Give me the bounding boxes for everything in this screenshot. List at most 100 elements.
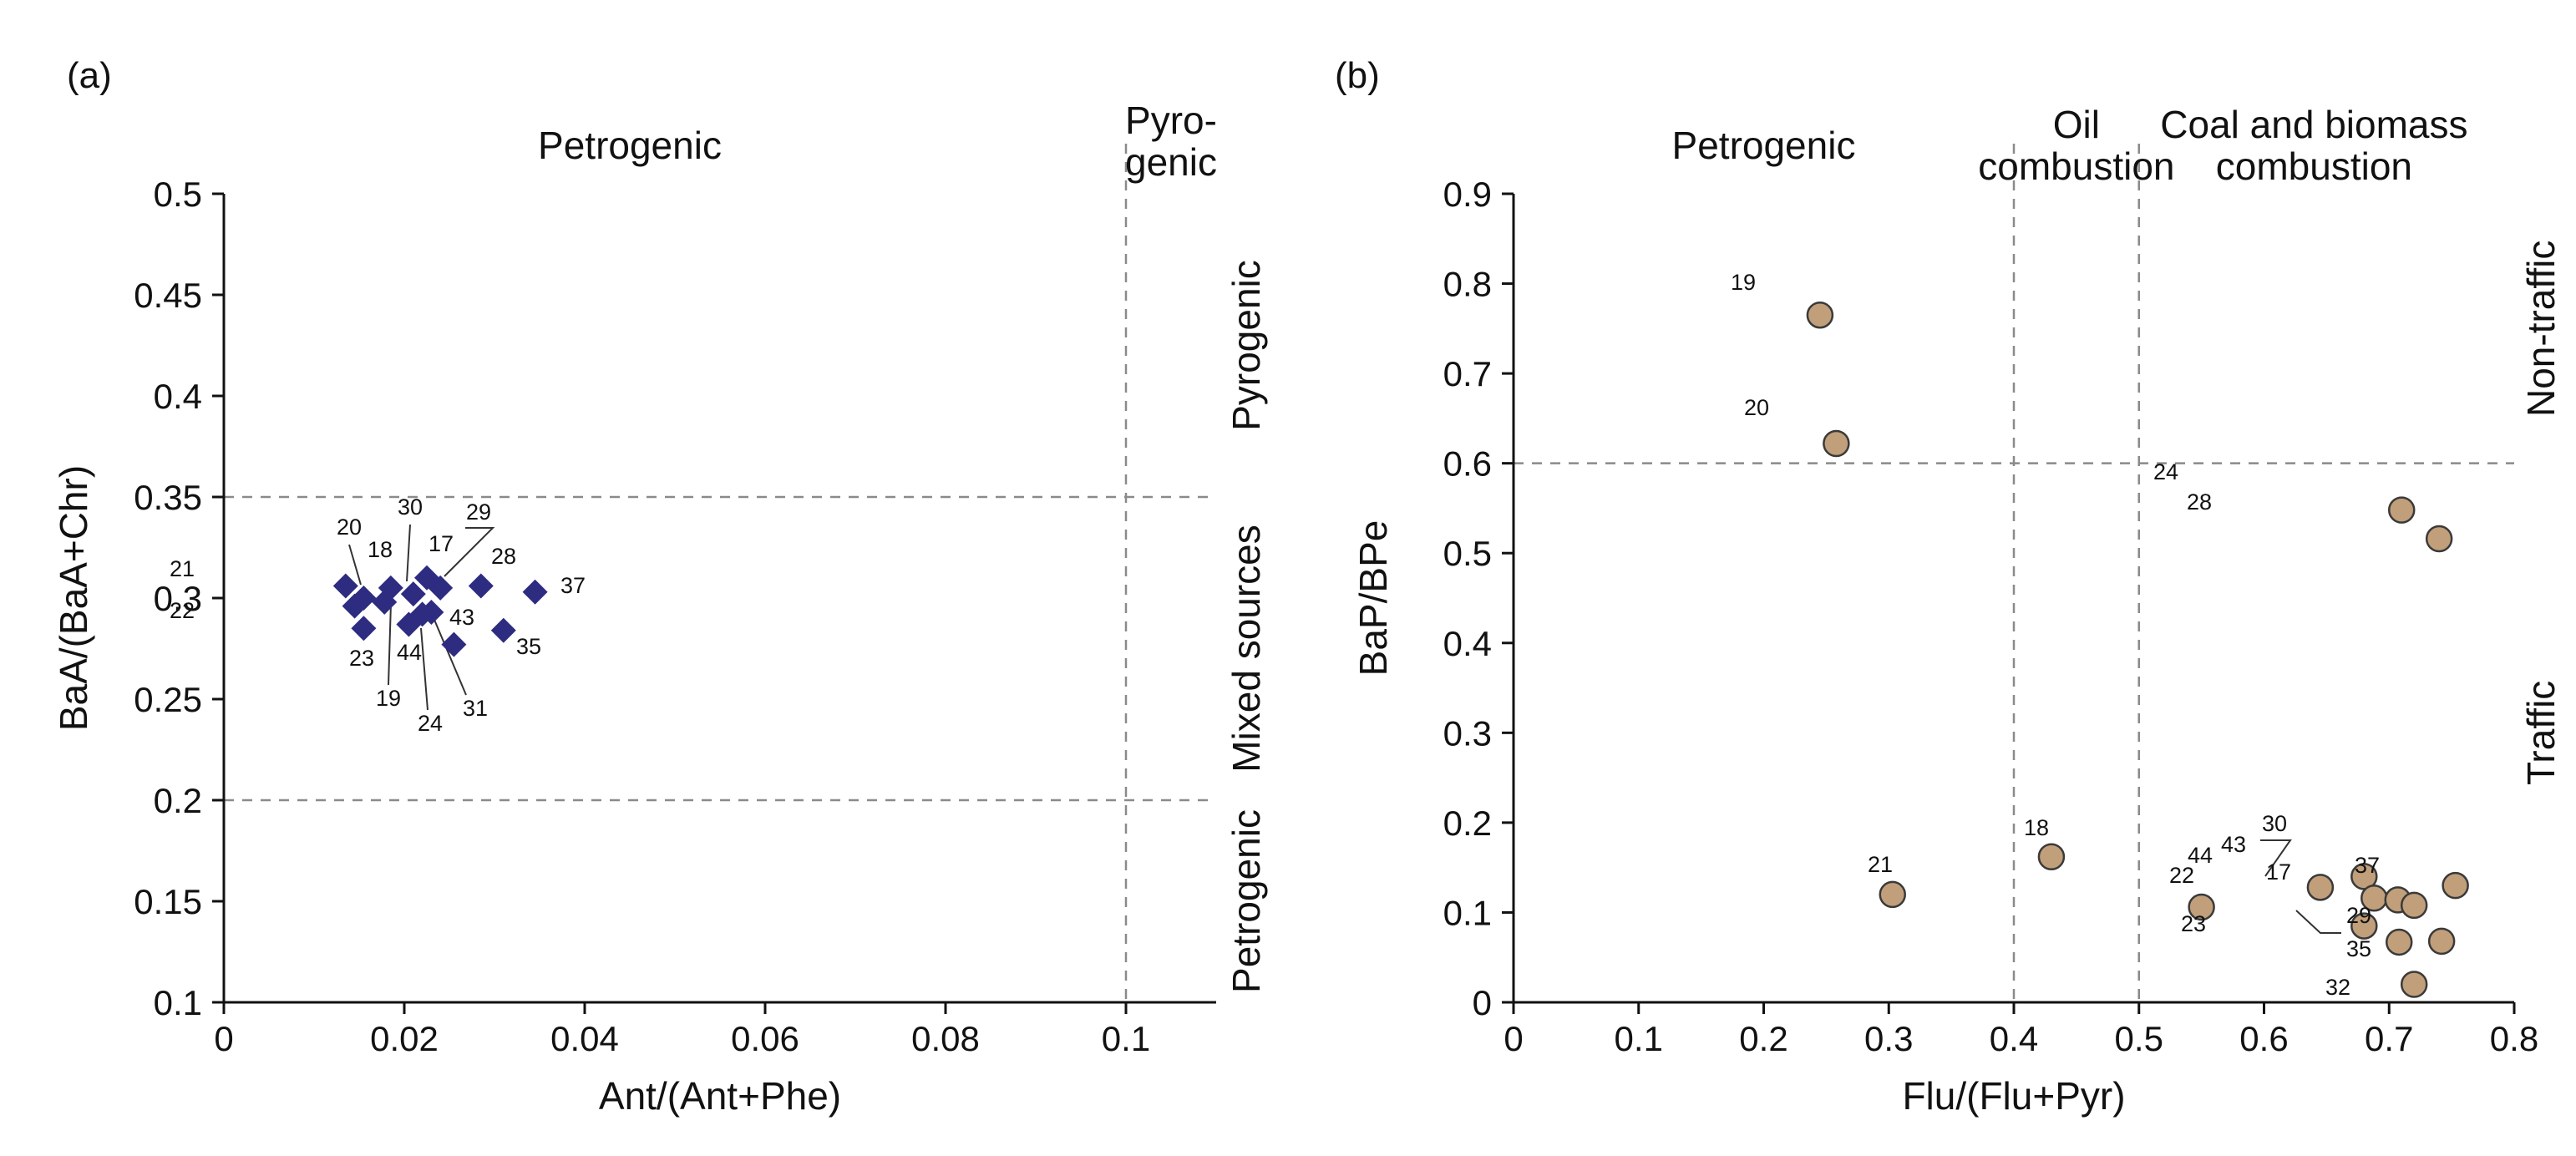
x-tick-label: 0 <box>1504 1019 1523 1058</box>
y-tick-label: 0.3 <box>1443 713 1492 753</box>
data-point-label: 28 <box>2187 489 2212 515</box>
point-leader-line <box>348 544 362 586</box>
data-point-label: 20 <box>337 515 362 540</box>
region-label-top: genic <box>1125 140 1217 184</box>
y-tick-label: 0.8 <box>1443 265 1492 304</box>
point-leader-line <box>434 619 467 696</box>
y-tick-label: 0.2 <box>154 781 202 820</box>
data-point <box>2188 893 2215 921</box>
x-axis-label: Ant/(Ant+Phe) <box>599 1074 841 1118</box>
data-point-label: 18 <box>2024 815 2049 840</box>
x-tick-label: 0.2 <box>1739 1019 1787 1058</box>
data-point <box>2400 891 2428 920</box>
region-label-top: Pyro- <box>1125 99 1217 142</box>
data-point-label: 23 <box>349 646 374 671</box>
data-point <box>2400 971 2428 998</box>
data-point <box>378 575 403 601</box>
data-point-label: 21 <box>170 556 195 581</box>
data-point-label: 17 <box>2266 859 2291 885</box>
data-point-label: 21 <box>1868 852 1893 877</box>
x-tick-label: 0.8 <box>2490 1019 2538 1058</box>
data-point <box>2387 496 2416 524</box>
x-tick-label: 0.3 <box>1864 1019 1913 1058</box>
data-point-label: 44 <box>397 640 422 665</box>
data-point <box>490 617 516 643</box>
y-tick-label: 0.5 <box>154 175 202 214</box>
y-tick-label: 0.35 <box>134 478 202 517</box>
point-leader-line <box>388 602 392 686</box>
x-tick-label: 0.02 <box>370 1019 439 1058</box>
panel-label: (a) <box>67 55 112 96</box>
x-tick-label: 0.5 <box>2115 1019 2163 1058</box>
data-point <box>2442 871 2469 900</box>
data-point-label: 43 <box>449 605 474 630</box>
region-label-side: Traffic <box>2519 681 2563 785</box>
x-tick-label: 0.08 <box>911 1019 980 1058</box>
y-axis-label: BaA/(BaA+Chr) <box>52 465 95 731</box>
x-tick-label: 0.4 <box>1990 1019 2038 1058</box>
x-tick-label: 0.06 <box>731 1019 799 1058</box>
data-point-label: 17 <box>428 531 454 556</box>
x-tick-label: 0.04 <box>550 1019 619 1058</box>
data-point <box>468 573 494 599</box>
panel-a: 0 0.02 0.04 0.06 0.08 0.1 0.1 0.15 0.2 0.25 0.3 0.3… <box>52 55 1268 1118</box>
y-tick-label: 0.6 <box>1443 444 1492 484</box>
point-leader-line <box>420 627 428 711</box>
y-tick-label: 0.45 <box>134 276 202 315</box>
data-point <box>1806 301 1834 329</box>
y-tick-label: 0.2 <box>1443 804 1492 843</box>
point-leader-line <box>2295 910 2341 934</box>
data-point-label: 29 <box>2346 903 2371 928</box>
data-point <box>342 593 368 619</box>
x-axis-label: Flu/(Flu+Pyr) <box>1902 1074 2125 1118</box>
data-point-label: 23 <box>2181 911 2206 936</box>
data-point <box>522 579 548 605</box>
y-tick-label: 0 <box>1473 983 1492 1022</box>
y-tick-label: 0.7 <box>1443 354 1492 393</box>
data-point <box>400 581 426 607</box>
y-axis-label: BaP/BPe <box>1351 520 1395 677</box>
data-point-label: 22 <box>170 598 195 623</box>
data-point <box>418 599 444 625</box>
y-tick-label: 0.25 <box>134 680 202 719</box>
data-point <box>351 616 377 641</box>
data-point-label: 37 <box>2355 853 2380 878</box>
y-tick-label: 0.15 <box>134 882 202 921</box>
data-point-label: 28 <box>491 544 516 569</box>
data-point-label: 19 <box>1731 270 1756 295</box>
region-label-side: Mixed sources <box>1225 525 1268 773</box>
data-point <box>1823 429 1850 458</box>
data-point-label: 32 <box>2325 975 2350 1000</box>
x-tick-label: 0 <box>214 1019 233 1058</box>
y-tick-label: 0.5 <box>1443 534 1492 573</box>
y-tick-label: 0.1 <box>154 983 202 1022</box>
data-point-label: 37 <box>560 573 586 598</box>
data-point-label: 30 <box>398 494 423 520</box>
region-label-side: Pyrogenic <box>1225 260 1268 431</box>
data-point-label: 18 <box>368 537 393 562</box>
y-tick-label: 0.9 <box>1443 175 1492 214</box>
data-point-label: 24 <box>2153 459 2178 484</box>
data-point-label: 24 <box>418 711 443 736</box>
x-tick-label: 0.1 <box>1102 1019 1150 1058</box>
region-label-top: Oil <box>2053 103 2100 146</box>
data-point <box>2425 525 2453 553</box>
data-point <box>332 573 358 599</box>
point-leader-line <box>406 524 411 582</box>
data-point-label: 29 <box>466 499 491 525</box>
data-point <box>428 575 454 601</box>
data-point-label: 35 <box>2346 936 2371 961</box>
y-tick-label: 0.4 <box>1443 624 1492 663</box>
x-tick-label: 0.6 <box>2239 1019 2288 1058</box>
data-point-label: 19 <box>376 686 401 711</box>
data-point <box>2350 912 2378 940</box>
data-point-label: 35 <box>516 634 541 659</box>
panel-b: 0 0.1 0.2 0.3 0.4 0.5 0.6 0.7 0.8 0 0.1 0.2 0.3 0.4 0.… <box>1335 55 2563 1118</box>
data-point <box>2385 928 2413 956</box>
y-tick-label: 0.1 <box>1443 893 1492 932</box>
data-point-label: 31 <box>463 696 488 721</box>
region-label-side: Petrogenic <box>1225 809 1268 993</box>
region-label-top: combustion <box>1978 144 2174 188</box>
region-label-side: Non-traffic <box>2519 241 2563 417</box>
data-point-label: 43 <box>2221 832 2246 857</box>
